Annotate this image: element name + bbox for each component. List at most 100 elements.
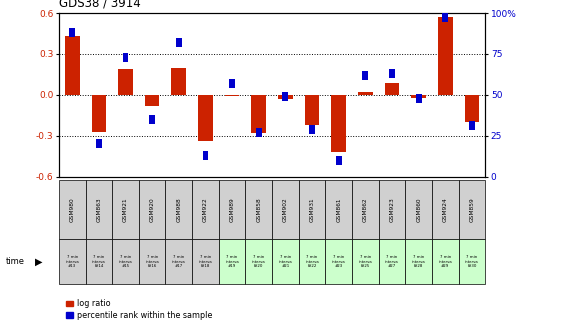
Bar — [70, 28, 75, 37]
Bar — [362, 71, 368, 80]
Bar — [358, 92, 373, 95]
Text: 7 min
interva
l#20: 7 min interva l#20 — [252, 255, 266, 268]
Bar — [325, 180, 352, 239]
Text: 7 min
interva
#23: 7 min interva #23 — [332, 255, 346, 268]
Bar — [298, 239, 325, 284]
Bar — [309, 125, 315, 134]
Bar — [172, 68, 186, 95]
Text: 7 min
interva
l#28: 7 min interva l#28 — [412, 255, 426, 268]
Text: GSM989: GSM989 — [229, 197, 234, 222]
Bar — [332, 95, 346, 152]
Bar — [465, 95, 479, 122]
Bar — [139, 180, 165, 239]
Bar — [85, 180, 112, 239]
Bar — [432, 180, 459, 239]
Bar — [325, 239, 352, 284]
Bar — [91, 95, 106, 131]
Text: 7 min
interva
l#16: 7 min interva l#16 — [145, 255, 159, 268]
Bar — [139, 239, 165, 284]
Text: 7 min
interva
#17: 7 min interva #17 — [172, 255, 186, 268]
Bar — [65, 36, 80, 95]
Bar — [379, 239, 405, 284]
Text: GSM858: GSM858 — [256, 197, 261, 222]
Bar — [96, 139, 102, 148]
Bar — [251, 95, 266, 133]
Text: GSM923: GSM923 — [389, 197, 394, 222]
Text: 7 min
interva
l#30: 7 min interva l#30 — [465, 255, 479, 268]
Bar — [459, 239, 485, 284]
Text: GDS38 / 3914: GDS38 / 3914 — [59, 0, 141, 10]
Bar — [112, 180, 139, 239]
Text: GSM931: GSM931 — [310, 197, 315, 222]
Bar — [59, 180, 85, 239]
Text: GSM859: GSM859 — [470, 197, 475, 222]
Bar — [411, 95, 426, 97]
Text: GSM902: GSM902 — [283, 197, 288, 222]
Bar — [256, 128, 261, 137]
Bar — [443, 13, 448, 23]
Text: 7 min
interva
#21: 7 min interva #21 — [278, 255, 292, 268]
Bar — [165, 180, 192, 239]
Bar — [298, 180, 325, 239]
Text: GSM921: GSM921 — [123, 197, 128, 222]
Text: GSM860: GSM860 — [416, 197, 421, 222]
Bar — [198, 95, 213, 141]
Legend: log ratio, percentile rank within the sample: log ratio, percentile rank within the sa… — [63, 296, 215, 323]
Bar — [283, 92, 288, 101]
Text: 7 min
interva
l#18: 7 min interva l#18 — [199, 255, 213, 268]
Bar — [145, 95, 159, 106]
Bar — [123, 53, 128, 62]
Text: GSM863: GSM863 — [96, 197, 102, 222]
Text: time: time — [6, 257, 25, 266]
Bar — [416, 94, 421, 103]
Bar — [118, 69, 133, 95]
Bar — [352, 180, 379, 239]
Text: GSM980: GSM980 — [70, 197, 75, 222]
Bar — [192, 239, 219, 284]
Bar — [165, 239, 192, 284]
Bar — [219, 239, 246, 284]
Text: 7 min
interva
#19: 7 min interva #19 — [225, 255, 239, 268]
Bar — [336, 156, 342, 165]
Bar — [389, 69, 395, 78]
Text: 7 min
interva
l#14: 7 min interva l#14 — [92, 255, 106, 268]
Text: GSM862: GSM862 — [363, 197, 368, 222]
Bar — [225, 95, 240, 96]
Bar — [203, 151, 208, 160]
Bar — [278, 95, 293, 99]
Bar — [305, 95, 319, 125]
Bar — [59, 239, 85, 284]
Text: GSM920: GSM920 — [150, 197, 155, 222]
Bar — [85, 239, 112, 284]
Bar — [192, 180, 219, 239]
Text: GSM861: GSM861 — [336, 197, 341, 221]
Text: 7 min
interva
#15: 7 min interva #15 — [118, 255, 132, 268]
Text: 7 min
interva
l#25: 7 min interva l#25 — [358, 255, 373, 268]
Text: 7 min
interva
l#22: 7 min interva l#22 — [305, 255, 319, 268]
Bar — [379, 180, 405, 239]
Text: GSM922: GSM922 — [203, 197, 208, 222]
Bar — [219, 180, 246, 239]
Bar — [405, 239, 432, 284]
Text: ▶: ▶ — [35, 257, 43, 267]
Bar — [112, 239, 139, 284]
Bar — [352, 239, 379, 284]
Text: 7 min
interva
#29: 7 min interva #29 — [438, 255, 452, 268]
Bar — [246, 239, 272, 284]
Text: 7 min
interva
#27: 7 min interva #27 — [385, 255, 399, 268]
Bar — [229, 79, 235, 88]
Bar — [246, 180, 272, 239]
Bar — [405, 180, 432, 239]
Bar — [272, 180, 298, 239]
Text: GSM988: GSM988 — [176, 197, 181, 222]
Bar — [469, 121, 475, 130]
Bar — [432, 239, 459, 284]
Text: GSM924: GSM924 — [443, 197, 448, 222]
Bar — [438, 17, 453, 95]
Bar — [149, 115, 155, 124]
Bar — [176, 38, 182, 47]
Text: 7 min
interva
#13: 7 min interva #13 — [65, 255, 79, 268]
Bar — [459, 180, 485, 239]
Bar — [385, 82, 399, 95]
Bar — [272, 239, 298, 284]
